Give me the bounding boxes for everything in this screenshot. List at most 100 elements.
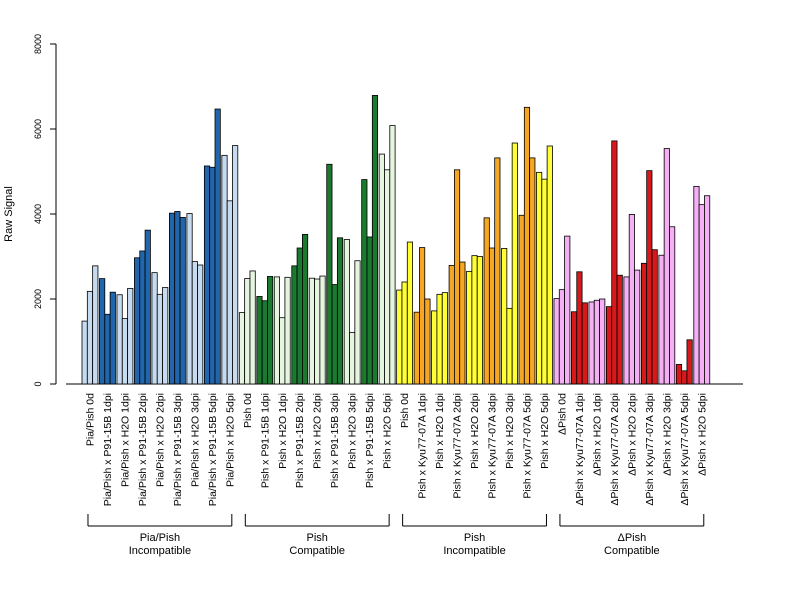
bar (494, 157, 501, 385)
group-label-line2: Compatible (289, 545, 345, 557)
bar (151, 272, 158, 385)
y-ticks: 0 2000 4000 6000 8000 (33, 34, 56, 387)
bar (284, 276, 291, 385)
x-tick-label: Pish x H2O 2dpi (469, 393, 481, 469)
group-label-line1: Pish (464, 532, 485, 544)
bar (186, 213, 193, 385)
bar (99, 278, 106, 385)
bar (296, 247, 303, 385)
bar (651, 249, 658, 385)
bar (448, 265, 455, 385)
bar (308, 277, 315, 385)
x-tick-label: ΔPish x H2O 2dpi (626, 393, 638, 476)
bar (523, 106, 531, 385)
x-tick-label: Pia/Pish x P91-15B 2dpi (137, 393, 149, 506)
bar (546, 145, 553, 385)
bar (488, 247, 496, 385)
bar (214, 108, 221, 385)
bar (675, 364, 683, 385)
x-tick-label: ΔPish x Kyu77-07A 3dpi (644, 393, 656, 506)
y-tick-label: 6000 (33, 119, 43, 139)
bar (331, 284, 338, 385)
bar (536, 171, 543, 385)
bar (541, 178, 548, 385)
x-tick-label: Pish x H2O 2dpi (312, 393, 324, 469)
bar (121, 318, 128, 385)
group-label-line2: Compatible (604, 545, 660, 557)
x-tick-label: ΔPish 0d (556, 393, 568, 435)
bar (226, 200, 233, 385)
x-tick-label: Pish x H2O 1dpi (434, 393, 446, 469)
bar (406, 241, 413, 385)
bar (273, 276, 280, 385)
bar (581, 302, 588, 385)
bar (529, 157, 536, 385)
bar (168, 212, 176, 385)
bar (191, 261, 198, 385)
bar (92, 265, 99, 385)
bar (511, 142, 518, 385)
bar (599, 298, 606, 385)
bar (658, 254, 665, 385)
x-tick-label: Pish 0d (242, 393, 254, 428)
bars (81, 95, 711, 385)
y-tick-label: 0 (33, 381, 43, 386)
bar (634, 269, 641, 385)
bar (354, 260, 361, 385)
bar (693, 185, 700, 385)
bar (576, 271, 583, 385)
bar (81, 320, 88, 385)
bar (326, 163, 333, 385)
bar (501, 248, 508, 385)
x-tick-label: Pish x P91-15B 3dpi (329, 393, 341, 488)
bar (343, 239, 350, 385)
bar (174, 211, 181, 385)
group-label-line2: Incompatible (443, 545, 505, 557)
bar (663, 148, 670, 385)
bar (704, 195, 711, 385)
x-tick-label: Pish x H2O 3dpi (347, 393, 359, 469)
bar (593, 299, 600, 385)
x-tick-label: Pish x Kyu77-07A 5dpi (521, 393, 533, 499)
x-tick-label: ΔPish x Kyu77-07A 1dpi (574, 393, 586, 506)
bar (144, 229, 151, 385)
bar (401, 281, 408, 385)
bar (249, 270, 256, 385)
x-tick-label: Pish x H2O 3dpi (504, 393, 516, 469)
bar (134, 257, 141, 385)
bar (564, 235, 571, 385)
bar (506, 307, 513, 385)
x-tick-label: ΔPish x H2O 5dpi (696, 393, 708, 476)
bar (279, 317, 286, 385)
bar (459, 261, 466, 385)
x-tick-labels: Pia/Pish 0d Pia/Pish x P91-15B 1dpi Pia/Pi… (84, 393, 708, 506)
bar (518, 214, 525, 385)
bar (571, 311, 578, 385)
bar (291, 265, 298, 385)
x-tick-label: Pish x P91-15B 1dpi (259, 393, 271, 488)
x-tick-label: Pia/Pish x H2O 3dpi (189, 393, 201, 487)
bar (424, 298, 431, 385)
y-axis-label: Raw Signal (3, 186, 15, 242)
bar (453, 169, 461, 385)
bar (109, 291, 116, 385)
x-tick-label: Pia/Pish x P91-15B 5dpi (207, 393, 219, 506)
bar (466, 270, 473, 385)
bar (86, 290, 94, 385)
bar (336, 237, 344, 385)
bar (483, 217, 490, 385)
x-tick-label: Pish x H2O 1dpi (277, 393, 289, 469)
bar (396, 289, 403, 385)
bar (419, 247, 426, 385)
x-tick-label: ΔPish x H2O 3dpi (661, 393, 673, 476)
x-tick-label: ΔPish x H2O 1dpi (591, 393, 603, 476)
x-tick-label: Pish x Kyu77-07A 3dpi (487, 393, 499, 499)
bar (476, 256, 483, 385)
bar (588, 301, 595, 385)
bar (127, 287, 134, 385)
bar (628, 214, 635, 385)
bar (413, 311, 420, 385)
bar (366, 236, 373, 385)
